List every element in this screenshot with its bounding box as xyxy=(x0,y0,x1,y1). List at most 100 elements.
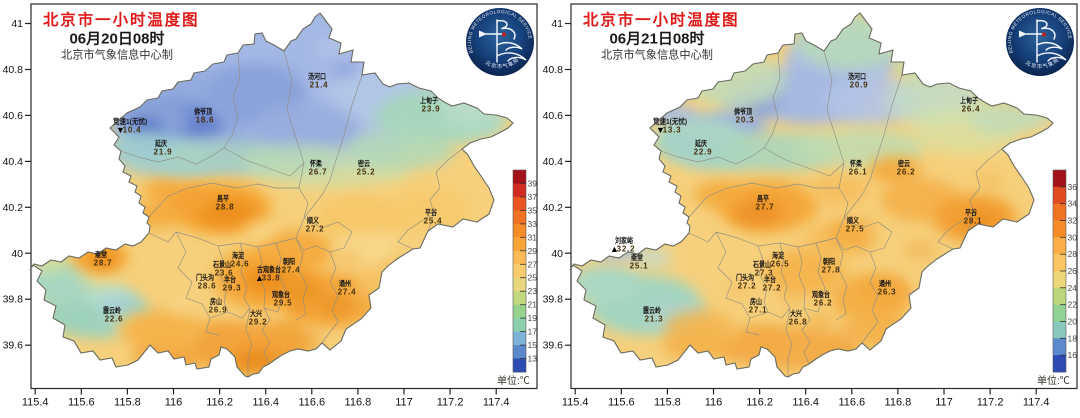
svg-text:40.6: 40.6 xyxy=(3,110,24,122)
svg-text:27.2: 27.2 xyxy=(763,284,782,293)
svg-text:25.2: 25.2 xyxy=(357,168,376,177)
svg-text:116: 116 xyxy=(705,397,723,409)
svg-text:116: 116 xyxy=(165,397,183,409)
svg-text:朝阳: 朝阳 xyxy=(823,256,835,266)
svg-text:116.6: 116.6 xyxy=(298,397,325,409)
svg-text:昌平: 昌平 xyxy=(217,193,229,203)
svg-text:竞速1(无忧): 竞速1(无忧) xyxy=(652,116,687,126)
svg-text:23: 23 xyxy=(528,286,538,296)
svg-text:16: 16 xyxy=(1068,350,1078,360)
svg-text:平谷: 平谷 xyxy=(965,207,977,217)
svg-text:27.3: 27.3 xyxy=(755,269,774,278)
svg-text:20.9: 20.9 xyxy=(850,81,869,90)
svg-text:40.2: 40.2 xyxy=(3,202,24,214)
svg-text:密云: 密云 xyxy=(897,158,910,168)
svg-text:116.8: 116.8 xyxy=(345,397,372,409)
svg-text:39.6: 39.6 xyxy=(543,340,564,352)
svg-text:丰台: 丰台 xyxy=(224,274,236,284)
svg-text:18: 18 xyxy=(1068,333,1078,343)
svg-text:26.9: 26.9 xyxy=(209,306,228,315)
svg-text:21.4: 21.4 xyxy=(310,81,329,90)
svg-text:斋堂: 斋堂 xyxy=(630,252,643,262)
svg-text:27.8: 27.8 xyxy=(822,266,841,275)
svg-text:刘家峪: 刘家峪 xyxy=(615,235,633,245)
svg-text:门头沟: 门头沟 xyxy=(196,272,214,282)
svg-text:平谷: 平谷 xyxy=(425,207,437,217)
svg-text:39: 39 xyxy=(528,179,538,189)
svg-text:26.1: 26.1 xyxy=(849,168,868,177)
svg-text:117: 117 xyxy=(935,397,953,409)
svg-text:24.6: 24.6 xyxy=(231,260,250,269)
svg-text:40.8: 40.8 xyxy=(543,64,564,76)
svg-text:房山: 房山 xyxy=(210,296,222,306)
svg-text:27: 27 xyxy=(528,259,538,269)
svg-text:海淀: 海淀 xyxy=(772,250,784,260)
svg-text:18.6: 18.6 xyxy=(196,116,215,125)
svg-text:昌平: 昌平 xyxy=(757,193,769,203)
svg-text:27.4: 27.4 xyxy=(338,288,357,297)
svg-text:40.8: 40.8 xyxy=(3,64,24,76)
svg-text:观象台: 观象台 xyxy=(812,289,830,299)
svg-text:116.2: 116.2 xyxy=(206,397,233,409)
svg-text:怀柔: 怀柔 xyxy=(850,158,862,168)
svg-text:观象台: 观象台 xyxy=(272,289,290,299)
svg-text:房山: 房山 xyxy=(750,296,762,306)
svg-text:▲: ▲ xyxy=(255,273,264,283)
svg-text:25.4: 25.4 xyxy=(424,217,443,226)
svg-text:霞云岭: 霞云岭 xyxy=(643,305,661,315)
svg-text:石景山: 石景山 xyxy=(212,259,231,269)
svg-text:26.4: 26.4 xyxy=(962,105,981,114)
svg-text:21.9: 21.9 xyxy=(154,148,173,157)
svg-text:29.5: 29.5 xyxy=(274,299,293,308)
svg-text:单位:℃: 单位:℃ xyxy=(497,374,530,387)
svg-text:41: 41 xyxy=(11,18,23,30)
svg-text:大兴: 大兴 xyxy=(790,308,802,318)
svg-text:116.6: 116.6 xyxy=(838,397,865,409)
svg-text:10.4: 10.4 xyxy=(123,126,142,135)
svg-text:29.2: 29.2 xyxy=(249,318,268,327)
svg-text:31: 31 xyxy=(528,232,538,242)
svg-text:22.9: 22.9 xyxy=(694,148,713,157)
svg-text:朝阳: 朝阳 xyxy=(283,256,295,266)
svg-text:27.1: 27.1 xyxy=(749,306,768,315)
svg-text:115.4: 115.4 xyxy=(22,397,49,409)
svg-text:26.8: 26.8 xyxy=(789,318,808,327)
svg-text:32: 32 xyxy=(1068,216,1078,226)
svg-text:23.9: 23.9 xyxy=(422,105,441,114)
svg-text:115.8: 115.8 xyxy=(114,397,141,409)
svg-text:北京市气象信息中心制: 北京市气象信息中心制 xyxy=(601,48,713,62)
svg-text:36: 36 xyxy=(1068,182,1078,192)
svg-text:40: 40 xyxy=(11,248,23,260)
svg-text:39.8: 39.8 xyxy=(3,294,24,306)
svg-text:15: 15 xyxy=(528,340,538,350)
svg-text:19: 19 xyxy=(528,313,538,323)
svg-text:40.6: 40.6 xyxy=(543,110,564,122)
svg-text:117: 117 xyxy=(395,397,413,409)
svg-text:27.2: 27.2 xyxy=(306,225,325,234)
svg-text:26.2: 26.2 xyxy=(814,299,833,308)
svg-text:斋堂: 斋堂 xyxy=(94,249,107,259)
svg-text:石景山: 石景山 xyxy=(752,259,771,269)
svg-text:116.4: 116.4 xyxy=(792,397,819,409)
svg-text:霞云岭: 霞云岭 xyxy=(103,305,121,315)
svg-text:115.6: 115.6 xyxy=(608,397,635,409)
svg-text:29: 29 xyxy=(528,246,538,256)
svg-text:26.7: 26.7 xyxy=(309,168,328,177)
svg-text:37: 37 xyxy=(528,192,538,202)
svg-text:26.3: 26.3 xyxy=(878,288,897,297)
svg-text:13.3: 13.3 xyxy=(663,126,682,135)
svg-text:40.4: 40.4 xyxy=(543,156,564,168)
svg-text:28.7: 28.7 xyxy=(94,259,113,268)
svg-text:佛爷顶: 佛爷顶 xyxy=(733,106,752,116)
svg-text:26.5: 26.5 xyxy=(771,260,790,269)
svg-text:117.2: 117.2 xyxy=(977,397,1004,409)
svg-text:26: 26 xyxy=(1068,266,1078,276)
svg-text:通州: 通州 xyxy=(879,278,891,288)
svg-text:北京市一小时温度图: 北京市一小时温度图 xyxy=(583,10,740,29)
svg-text:▲: ▲ xyxy=(610,244,619,254)
svg-text:23.6: 23.6 xyxy=(215,269,234,278)
svg-text:20: 20 xyxy=(1068,317,1078,327)
svg-text:27.2: 27.2 xyxy=(738,282,757,291)
svg-text:115.8: 115.8 xyxy=(654,397,681,409)
svg-text:41: 41 xyxy=(551,18,563,30)
